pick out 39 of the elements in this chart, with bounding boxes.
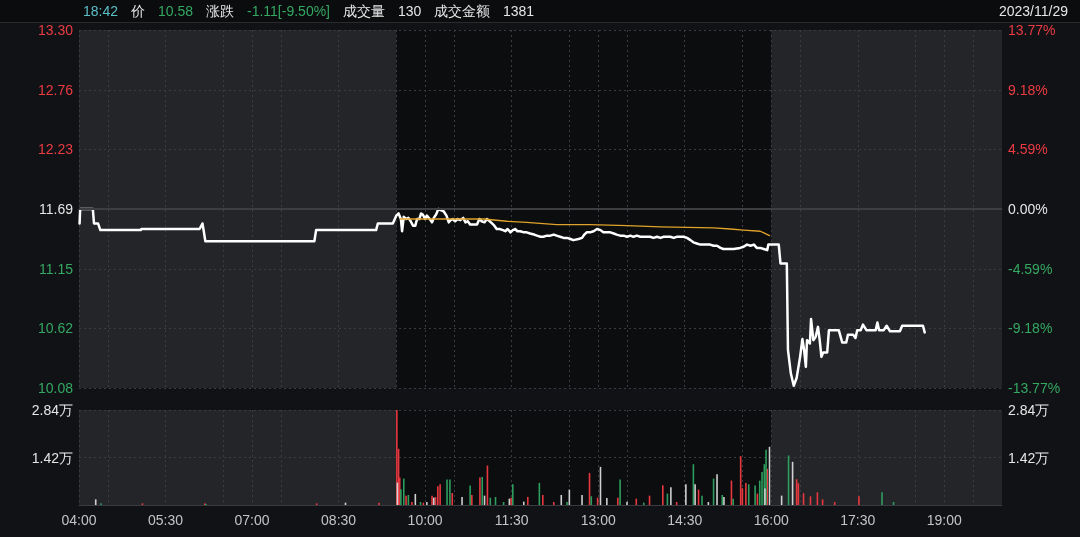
y-tick-label: 1.42万 — [31, 449, 73, 466]
text: 涨跌 — [206, 3, 234, 19]
x-tick-label: 14:30 — [667, 512, 703, 528]
y-tick-label: 13.30 — [37, 22, 74, 38]
text: 18:42 — [83, 3, 119, 19]
x-tick-label: 19:00 — [926, 512, 963, 528]
y2-tick-label: 13.77% — [1008, 22, 1056, 38]
y2-tick-label: 2.84万 — [1008, 402, 1050, 418]
y-tick-label: 11.15 — [39, 261, 74, 278]
x-tick-label: 16:00 — [753, 512, 789, 528]
x-tick-label: 13:00 — [580, 512, 616, 528]
y2-tick-label: -4.59% — [1008, 260, 1053, 277]
y2-tick-label: 4.59% — [1008, 141, 1048, 158]
y-tick-label: 11.69 — [39, 201, 74, 217]
y-tick-label: 12.76 — [37, 82, 74, 99]
x-tick-label: 04:00 — [61, 512, 97, 528]
text: 2023/11/29 — [998, 3, 1068, 19]
text: -1.11[-9.50%] — [247, 3, 331, 19]
y2-tick-label: 1.42万 — [1008, 449, 1050, 466]
y-tick-label: 2.84万 — [31, 402, 73, 418]
y-tick-label: 10.08 — [37, 380, 74, 396]
text: 成交金额 — [434, 3, 490, 19]
text: 10.58 — [158, 3, 194, 19]
y-tick-label: 10.62 — [37, 319, 74, 336]
x-tick-label: 07:00 — [234, 512, 270, 528]
y-tick-label: 12.23 — [37, 140, 74, 157]
x-tick-label: 17:30 — [840, 512, 876, 528]
x-tick-label: 05:30 — [148, 512, 184, 528]
text: 成交量 — [343, 3, 385, 19]
text: 1381 — [503, 3, 535, 19]
x-tick-label: 10:00 — [407, 512, 443, 528]
y2-tick-label: -9.18% — [1008, 320, 1053, 337]
text: 价 — [131, 3, 145, 19]
text: 130 — [398, 3, 422, 19]
x-tick-label: 11:30 — [494, 512, 529, 528]
x-tick-label: 08:30 — [321, 512, 357, 528]
y2-tick-label: 9.18% — [1008, 81, 1048, 98]
y2-tick-label: -13.77% — [1008, 380, 1061, 396]
y2-tick-label: 0.00% — [1008, 201, 1048, 217]
